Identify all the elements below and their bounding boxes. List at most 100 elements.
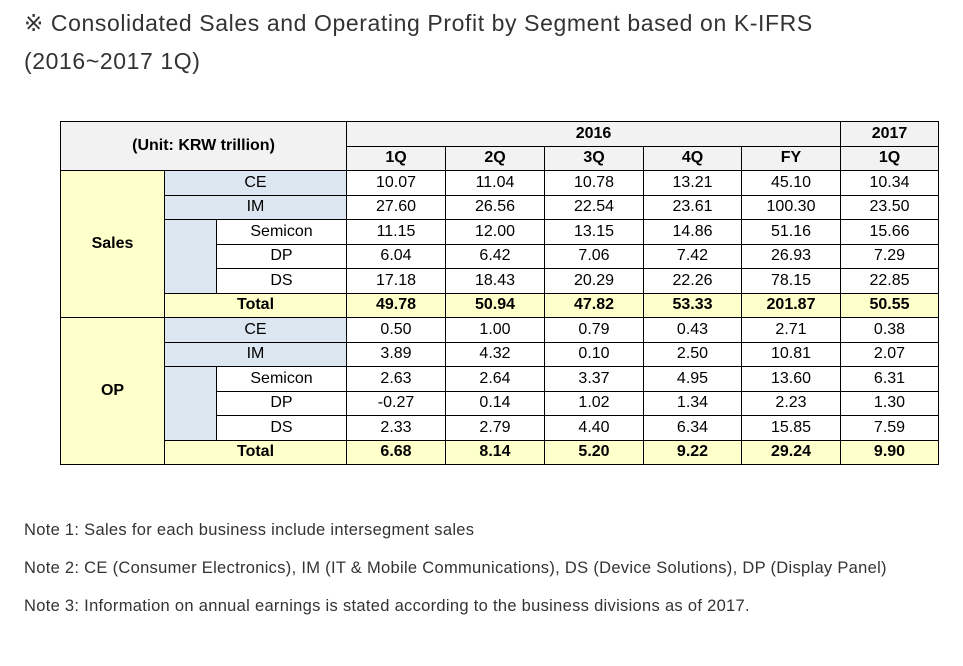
segment-table-container: (Unit: KRW trillion) 2016 2017 1Q 2Q 3Q … (60, 121, 939, 465)
segment-name: DP (216, 243, 347, 269)
value-cell: 26.93 (741, 243, 841, 269)
value-cell: -0.27 (346, 390, 446, 416)
heading-period: (2016~2017 1Q) (24, 48, 201, 74)
period-header: 3Q (544, 145, 644, 171)
ds-indent-cell (164, 219, 217, 294)
table-row: Sales CE 10.07 11.04 10.78 13.21 45.10 10.34 (60, 170, 939, 318)
segment-name: Total (164, 439, 347, 465)
value-cell: 11.15 (346, 219, 446, 245)
segment-name: Semicon (216, 366, 347, 392)
segment-name: CE (164, 170, 347, 196)
note-2: Note 2: CE (Consumer Electronics), IM (I… (24, 559, 887, 577)
value-cell: 10.81 (741, 341, 841, 367)
value-cell: 23.61 (643, 194, 742, 220)
value-cell: 18.43 (445, 268, 545, 294)
value-cell: 2.33 (346, 415, 446, 441)
value-cell: 0.38 (840, 317, 939, 343)
value-cell: 6.34 (643, 415, 742, 441)
period-header: 2Q (445, 145, 545, 171)
value-cell: 0.14 (445, 390, 545, 416)
value-cell: 0.79 (544, 317, 644, 343)
group-label: Sales (60, 170, 165, 318)
value-cell: 8.14 (445, 439, 545, 465)
value-cell: 201.87 (741, 292, 841, 318)
year-2017-header: 2017 (840, 121, 939, 147)
value-cell: 12.00 (445, 219, 545, 245)
segment-table-body: Sales CE 10.07 11.04 10.78 13.21 45.10 10.34 IM 2… (60, 170, 939, 465)
table-row: IM 27.60 26.56 22.54 23.61 100.30 23.50 (61, 194, 939, 220)
value-cell: 78.15 (741, 268, 841, 294)
value-cell: 1.00 (445, 317, 545, 343)
value-cell: 100.30 (741, 194, 841, 220)
segment-name: DS (216, 415, 347, 441)
table-row: Semicon 11.15 12.00 13.15 14.86 51.16 15.66 (61, 219, 939, 294)
notes-section: Note 1: Sales for each business include … (24, 511, 954, 625)
value-cell: 10.07 (346, 170, 446, 196)
ds-indent-cell (164, 366, 217, 441)
value-cell: 29.24 (741, 439, 841, 465)
value-cell: 22.26 (643, 268, 742, 294)
page-heading: ※ Consolidated Sales and Operating Profi… (24, 4, 944, 80)
value-cell: 7.06 (544, 243, 644, 269)
year-2016-header: 2016 (346, 121, 841, 147)
table-row: Semicon 2.63 2.64 3.37 4.95 13.60 6.31 (61, 366, 939, 441)
unit-label: (Unit: KRW trillion) (60, 121, 347, 171)
value-cell: 4.95 (643, 366, 742, 392)
segment-name: Total (164, 292, 347, 318)
value-cell: 2.23 (741, 390, 841, 416)
segment-name: IM (164, 194, 347, 220)
value-cell: 13.21 (643, 170, 742, 196)
table-row: DS 17.18 18.43 20.29 22.26 78.15 22.85 (61, 268, 939, 294)
value-cell: 6.42 (445, 243, 545, 269)
table-row: OP CE 0.50 1.00 0.79 0.43 2.71 0.38 (60, 317, 939, 465)
value-cell: 2.07 (840, 341, 939, 367)
period-header: FY (741, 145, 841, 171)
table-row: DP 6.04 6.42 7.06 7.42 26.93 7.29 (61, 243, 939, 269)
header-row-years: (Unit: KRW trillion) 2016 2017 (60, 121, 939, 171)
value-cell: 7.29 (840, 243, 939, 269)
value-cell: 23.50 (840, 194, 939, 220)
value-cell: 50.55 (840, 292, 939, 318)
value-cell: 22.54 (544, 194, 644, 220)
value-cell: 0.10 (544, 341, 644, 367)
value-cell: 13.60 (741, 366, 841, 392)
period-header: 4Q (643, 145, 742, 171)
value-cell: 10.34 (840, 170, 939, 196)
value-cell: 6.68 (346, 439, 446, 465)
value-cell: 10.78 (544, 170, 644, 196)
value-cell: 27.60 (346, 194, 446, 220)
table-row: DS 2.33 2.79 4.40 6.34 15.85 7.59 (61, 415, 939, 441)
period-header: 1Q (346, 145, 446, 171)
segment-name: Semicon (216, 219, 347, 245)
value-cell: 17.18 (346, 268, 446, 294)
value-cell: 51.16 (741, 219, 841, 245)
value-cell: 50.94 (445, 292, 545, 318)
value-cell: 22.85 (840, 268, 939, 294)
value-cell: 9.90 (840, 439, 939, 465)
value-cell: 11.04 (445, 170, 545, 196)
segment-name: DS (216, 268, 347, 294)
value-cell: 4.32 (445, 341, 545, 367)
value-cell: 2.63 (346, 366, 446, 392)
value-cell: 2.50 (643, 341, 742, 367)
value-cell: 7.42 (643, 243, 742, 269)
note-1: Note 1: Sales for each business include … (24, 521, 475, 539)
value-cell: 45.10 (741, 170, 841, 196)
value-cell: 47.82 (544, 292, 644, 318)
value-cell: 5.20 (544, 439, 644, 465)
value-cell: 13.15 (544, 219, 644, 245)
heading-title: ※ Consolidated Sales and Operating Profi… (24, 10, 813, 36)
value-cell: 1.30 (840, 390, 939, 416)
value-cell: 2.64 (445, 366, 545, 392)
value-cell: 14.86 (643, 219, 742, 245)
value-cell: 49.78 (346, 292, 446, 318)
value-cell: 2.71 (741, 317, 841, 343)
header-row-periods: 1Q 2Q 3Q 4Q FY 1Q (61, 145, 939, 171)
value-cell: 0.50 (346, 317, 446, 343)
segment-name: IM (164, 341, 347, 367)
table-row: DP -0.27 0.14 1.02 1.34 2.23 1.30 (61, 390, 939, 416)
segment-table: (Unit: KRW trillion) 2016 2017 1Q 2Q 3Q … (60, 121, 939, 465)
table-row: IM 3.89 4.32 0.10 2.50 10.81 2.07 (61, 341, 939, 367)
segment-name: CE (164, 317, 347, 343)
segment-name: DP (216, 390, 347, 416)
